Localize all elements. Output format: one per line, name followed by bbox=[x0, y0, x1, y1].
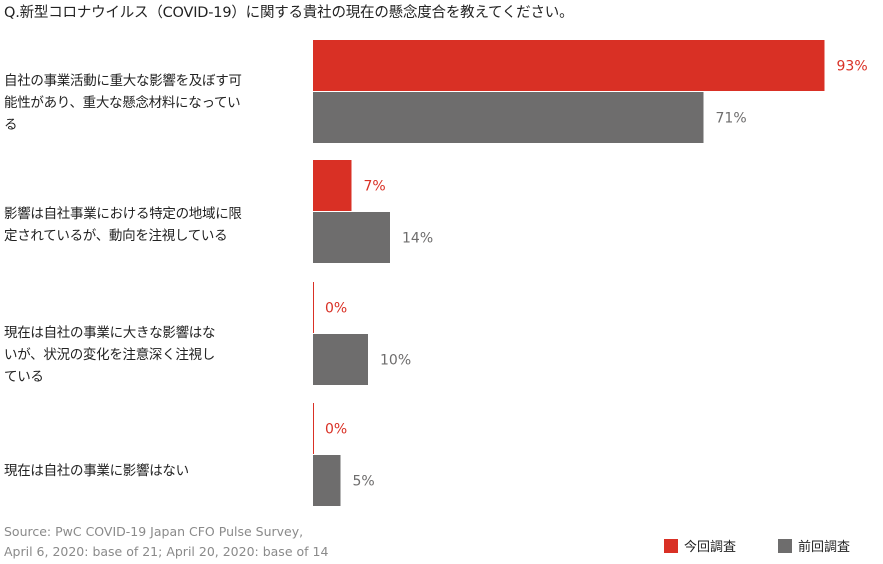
source-line-2: April 6, 2020: base of 21; April 20, 202… bbox=[4, 544, 329, 559]
source-note: Source: PwC COVID-19 Japan CFO Pulse Sur… bbox=[4, 522, 328, 562]
category-label-2-line-1: 影響は自社事業における特定の地域に限 bbox=[4, 206, 242, 222]
value-label-current-3: 0% bbox=[325, 301, 347, 317]
bar-previous-1 bbox=[313, 92, 704, 143]
category-label-3-line-3: ている bbox=[4, 369, 44, 385]
value-label-previous-3: 10% bbox=[380, 353, 411, 369]
value-label-previous-4: 5% bbox=[353, 474, 375, 490]
legend-label-previous: 前回調査 bbox=[798, 540, 851, 555]
value-label-previous-2: 14% bbox=[402, 231, 433, 247]
legend-swatch-previous bbox=[778, 538, 792, 553]
category-label-3-line-2: いが、状況の変化を注意深く注視し bbox=[4, 347, 215, 363]
bar-current-1 bbox=[313, 40, 825, 91]
category-label-3: 現在は自社の事業に大きな影響はな いが、状況の変化を注意深く注視し ている bbox=[4, 322, 304, 388]
bar-previous-4 bbox=[313, 455, 341, 506]
legend-swatch-current bbox=[664, 538, 678, 553]
value-label-current-1: 93% bbox=[837, 59, 868, 75]
legend-label-current: 今回調査 bbox=[684, 540, 737, 555]
category-label-1-line-3: る bbox=[4, 117, 18, 133]
value-label-previous-1: 71% bbox=[716, 111, 747, 127]
category-label-4: 現在は自社の事業に影響はない bbox=[4, 460, 304, 482]
bar-current-4 bbox=[313, 403, 314, 454]
bar-current-2 bbox=[313, 160, 352, 211]
value-label-current-4: 0% bbox=[325, 422, 347, 438]
category-label-3-line-1: 現在は自社の事業に大きな影響はな bbox=[4, 325, 216, 341]
source-line-1: Source: PwC COVID-19 Japan CFO Pulse Sur… bbox=[4, 524, 304, 539]
chart-question: Q.新型コロナウイルス（COVID-19）に関する貴社の現在の懸念度合を教えてく… bbox=[4, 5, 574, 21]
bar-current-3 bbox=[313, 282, 314, 333]
category-label-2-line-2: 定されているが、動向を注視している bbox=[4, 228, 228, 244]
bar-previous-2 bbox=[313, 212, 390, 263]
bar-previous-3 bbox=[313, 334, 368, 385]
category-label-1: 自社の事業活動に重大な影響を及ぼす可 能性があり、重大な懸念材料になってい る bbox=[4, 70, 304, 136]
value-label-current-2: 7% bbox=[364, 179, 386, 195]
legend-previous: 前回調査 bbox=[778, 536, 850, 555]
category-label-2: 影響は自社事業における特定の地域に限 定されているが、動向を注視している bbox=[4, 203, 304, 247]
category-label-1-line-2: 能性があり、重大な懸念材料になってい bbox=[4, 95, 241, 111]
category-label-4-line-1: 現在は自社の事業に影響はない bbox=[4, 463, 189, 479]
legend-current: 今回調査 bbox=[664, 536, 736, 555]
category-label-1-line-1: 自社の事業活動に重大な影響を及ぼす可 bbox=[4, 73, 242, 89]
